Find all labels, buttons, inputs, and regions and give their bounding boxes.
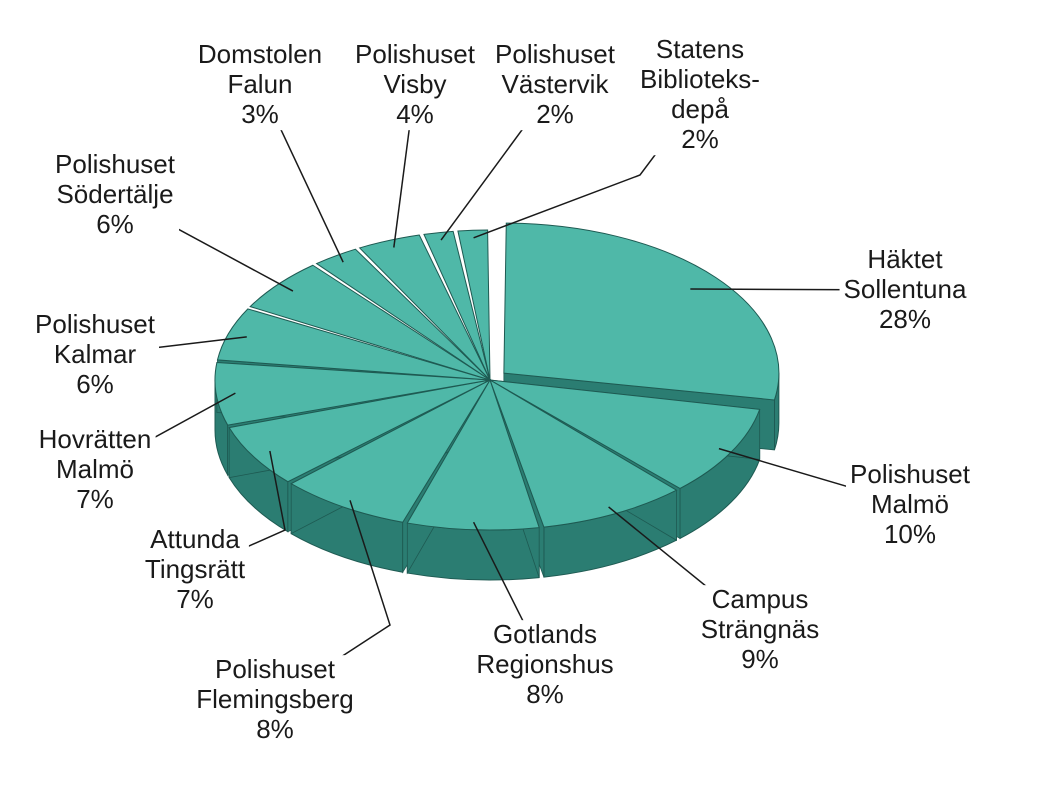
pie-chart-3d: Häktet Sollentuna 28% Polishuset Malmö 10… [0, 0, 1045, 791]
slice-label: Polishuset Södertälje 6% [51, 150, 179, 240]
slice-label: Domstolen Falun 3% [194, 40, 326, 130]
slice-label: Häktet Sollentuna 28% [840, 245, 971, 335]
slice-label: Polishuset Flemingsberg 8% [192, 655, 358, 745]
slice-label: Polishuset Visby 4% [351, 40, 479, 130]
slice-label: Hovrätten Malmö 7% [35, 425, 156, 515]
slice-label: Gotlands Regionshus 8% [472, 620, 617, 710]
slice-label: Polishuset Kalmar 6% [31, 310, 159, 400]
slice-label: Campus Strängnäs 9% [697, 585, 824, 675]
slice-label: Polishuset Västervik 2% [491, 40, 619, 130]
slice-label: Statens Biblioteks- depå 2% [636, 35, 764, 155]
slice-label: Polishuset Malmö 10% [846, 460, 974, 550]
slice-label: Attunda Tingsrätt 7% [141, 525, 249, 615]
